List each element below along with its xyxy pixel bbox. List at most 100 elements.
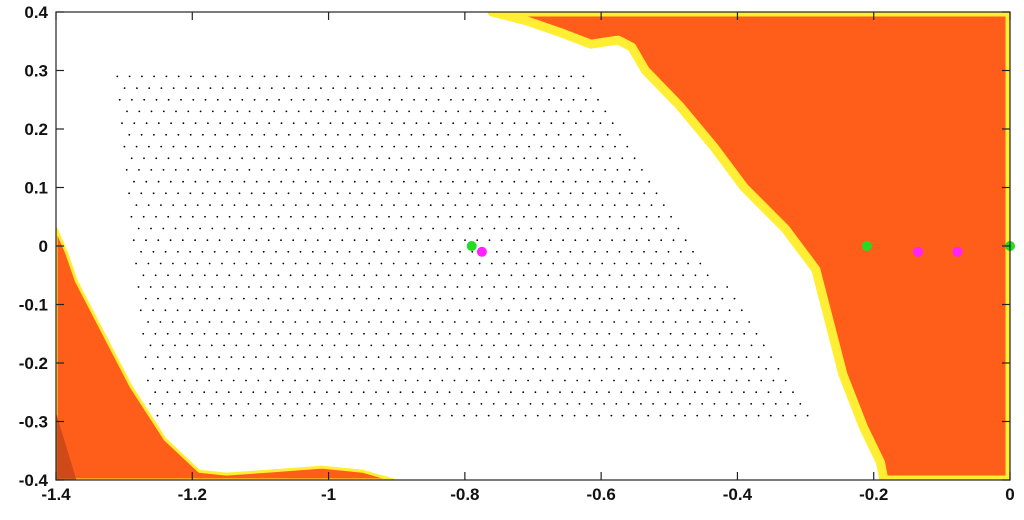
- grid-dot: [606, 192, 609, 195]
- grid-dot: [456, 403, 458, 405]
- grid-dot: [274, 309, 277, 312]
- grid-dot: [206, 356, 208, 358]
- grid-dot: [769, 414, 772, 417]
- grid-dot: [389, 414, 392, 417]
- grid-dot: [292, 122, 295, 125]
- grid-dot: [243, 239, 246, 242]
- grid-dot: [485, 332, 488, 335]
- grid-dot: [323, 309, 326, 312]
- grid-dot: [164, 367, 167, 370]
- grid-dot: [599, 122, 602, 125]
- grid-dot: [451, 414, 453, 417]
- grid-dot: [135, 204, 138, 207]
- grid-dot: [613, 379, 615, 382]
- grid-dot: [216, 274, 218, 277]
- grid-dot: [135, 262, 138, 265]
- grid-dot: [403, 122, 405, 125]
- grid-dot: [258, 87, 261, 89]
- grid-dot: [782, 414, 784, 417]
- grid-dot: [784, 379, 787, 382]
- grid-dot: [485, 391, 488, 394]
- grid-dot: [150, 227, 152, 230]
- grid-dot: [273, 169, 275, 171]
- grid-dot: [275, 133, 278, 136]
- grid-dot: [283, 87, 285, 89]
- grid-dot: [463, 414, 466, 417]
- grid-dot: [334, 110, 337, 113]
- grid-dot: [464, 239, 466, 242]
- grid-dot: [655, 309, 657, 312]
- grid-dot: [528, 87, 531, 89]
- grid-dot: [150, 110, 153, 113]
- grid-dot: [429, 204, 432, 207]
- grid-dot: [454, 145, 457, 148]
- grid-dot: [662, 204, 665, 207]
- grid-dot: [215, 391, 218, 394]
- grid-dot: [240, 274, 243, 277]
- grid-dot: [351, 215, 354, 218]
- grid-dot: [289, 391, 291, 394]
- grid-dot: [351, 157, 354, 160]
- grid-dot: [242, 356, 245, 358]
- grid-dot: [618, 367, 620, 370]
- grid-dot: [290, 98, 293, 101]
- grid-dot: [415, 122, 418, 125]
- grid-dot: [723, 321, 726, 323]
- grid-dot: [246, 145, 248, 148]
- grid-dot: [160, 204, 162, 207]
- grid-dot: [324, 75, 327, 78]
- grid-dot: [493, 227, 496, 230]
- grid-dot: [292, 297, 294, 300]
- grid-dot: [662, 262, 665, 265]
- grid-dot: [529, 403, 532, 405]
- grid-dot: [696, 414, 699, 417]
- grid-dot: [799, 403, 802, 405]
- grid-dot: [169, 356, 172, 358]
- grid-dot: [197, 87, 200, 89]
- grid-dot: [223, 344, 226, 347]
- grid-dot: [184, 321, 186, 323]
- grid-dot: [464, 180, 467, 183]
- grid-dot: [408, 110, 410, 113]
- grid-dot: [560, 157, 562, 160]
- grid-dot: [547, 274, 550, 277]
- grid-dot: [600, 379, 603, 382]
- grid-dot: [295, 87, 298, 89]
- grid-dot: [561, 356, 564, 358]
- grid-dot: [341, 122, 344, 125]
- grid-dot: [285, 110, 288, 113]
- grid-dot: [181, 297, 184, 300]
- grid-dot: [311, 367, 314, 370]
- grid-dot: [504, 87, 506, 89]
- grid-dot: [610, 414, 613, 417]
- grid-dot: [655, 250, 658, 253]
- grid-dot: [284, 403, 286, 405]
- grid-dot: [340, 414, 343, 417]
- grid-dot: [395, 169, 398, 171]
- grid-dot: [630, 250, 633, 253]
- grid-dot: [648, 180, 651, 183]
- grid-dot: [632, 391, 635, 394]
- grid-dot: [181, 356, 184, 358]
- grid-dot: [664, 344, 667, 347]
- y-tick-label: -0.2: [19, 354, 48, 373]
- grid-dot: [620, 332, 623, 335]
- grid-dot: [750, 344, 753, 347]
- grid-dot: [654, 367, 657, 370]
- grid-dot: [260, 286, 262, 288]
- grid-dot: [269, 321, 272, 323]
- grid-dot: [670, 274, 672, 277]
- grid-dot: [745, 414, 748, 417]
- grid-dot: [448, 391, 451, 394]
- grid-dot: [540, 204, 543, 207]
- grid-dot: [439, 180, 442, 183]
- grid-dot: [627, 344, 630, 347]
- grid-dot: [466, 204, 469, 207]
- grid-dot: [181, 239, 184, 242]
- grid-dot: [474, 215, 476, 218]
- grid-dot: [677, 344, 679, 347]
- grid-dot: [248, 110, 251, 113]
- grid-dot: [616, 227, 618, 230]
- grid-dot: [363, 157, 366, 160]
- grid-dot: [179, 157, 182, 160]
